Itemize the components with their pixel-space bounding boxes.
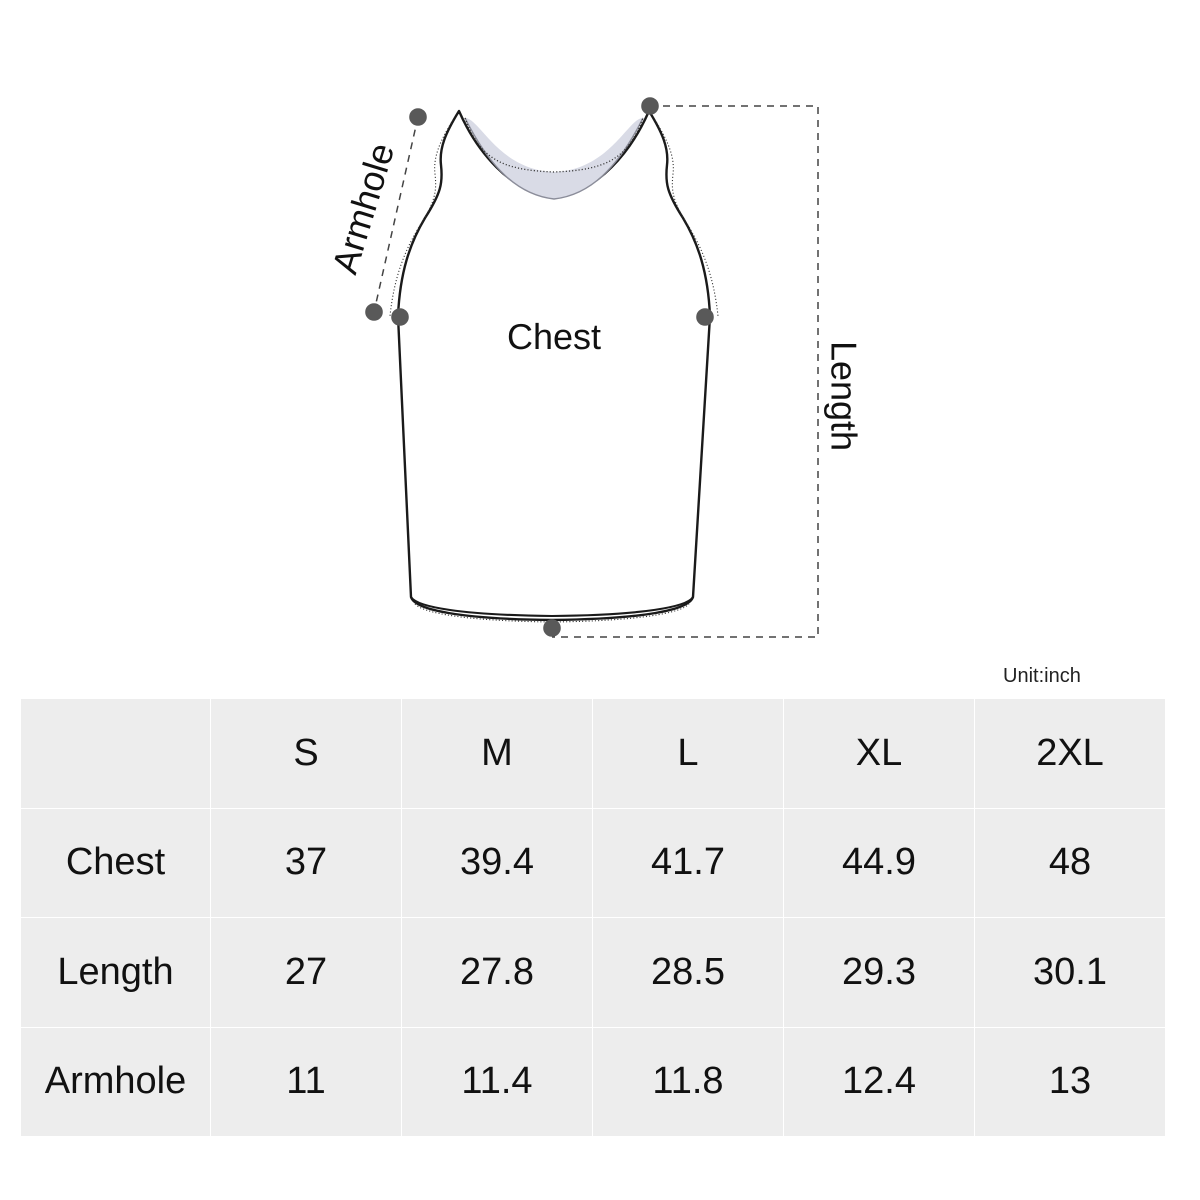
svg-text:Armhole: Armhole	[324, 138, 402, 278]
svg-text:Chest: Chest	[507, 316, 601, 357]
svg-text:Length: Length	[823, 341, 864, 451]
